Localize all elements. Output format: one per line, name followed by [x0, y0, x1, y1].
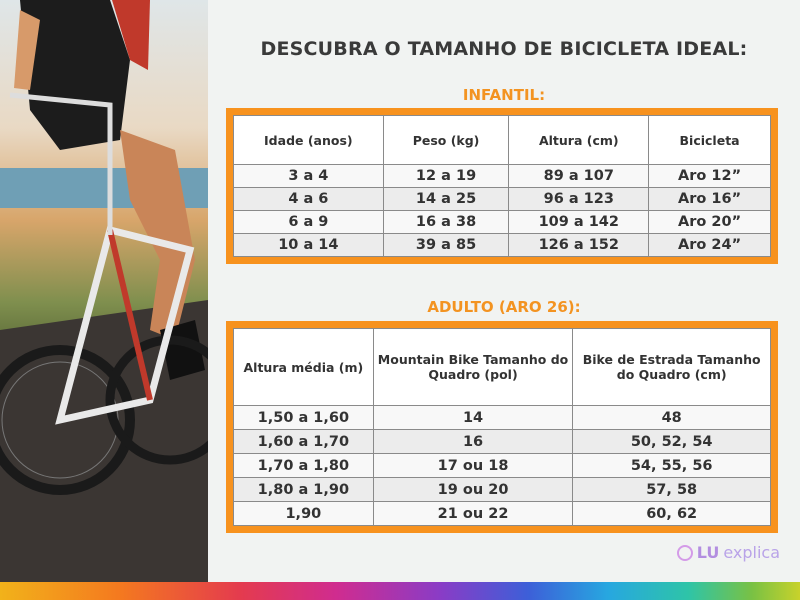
page-title: DESCUBRA O TAMANHO DE BICICLETA IDEAL: [260, 38, 748, 60]
table-cell: 21 ou 22 [372, 501, 574, 526]
chat-heart-icon [676, 544, 693, 561]
table-cell: 16 a 38 [382, 210, 510, 234]
table-cell: 1,90 [233, 501, 374, 526]
table-header-row: Altura média (m) Mountain Bike Tamanho d… [233, 328, 771, 406]
header-altura: Altura (cm) [508, 115, 650, 165]
table-row: 1,80 a 1,90 19 ou 20 57, 58 [233, 477, 771, 502]
table-cell: 60, 62 [572, 501, 771, 526]
header-bicicleta: Bicicleta [648, 115, 771, 165]
table-cell: 3 a 4 [233, 164, 384, 188]
table-cell: Aro 20” [648, 210, 771, 234]
table-cell: 1,60 a 1,70 [233, 429, 374, 454]
main-panel: DESCUBRA O TAMANHO DE BICICLETA IDEAL: I… [208, 0, 800, 582]
table-row: 10 a 14 39 a 85 126 a 152 Aro 24” [233, 233, 771, 257]
table-cell: 16 [372, 429, 574, 454]
table-cell: Aro 12” [648, 164, 771, 188]
rainbow-bar [0, 582, 800, 600]
lu-explica-logo: LU explica [676, 543, 780, 562]
table-cell: 89 a 107 [508, 164, 650, 188]
table-row: 3 a 4 12 a 19 89 a 107 Aro 12” [233, 164, 771, 188]
table-cell: 10 a 14 [233, 233, 384, 257]
infantil-table-frame: Idade (anos) Peso (kg) Altura (cm) Bicic… [226, 108, 778, 264]
logo-suffix: explica [723, 543, 780, 562]
table-cell: Aro 16” [648, 187, 771, 211]
header-bike-estrada: Bike de Estrada Tamanho do Quadro (cm) [572, 328, 771, 406]
table-cell: 126 a 152 [508, 233, 650, 257]
table-cell: Aro 24” [648, 233, 771, 257]
table-cell: 96 a 123 [508, 187, 650, 211]
table-cell: 50, 52, 54 [572, 429, 771, 454]
table-cell: 54, 55, 56 [572, 453, 771, 478]
header-mountain-bike: Mountain Bike Tamanho do Quadro (pol) [372, 328, 574, 406]
table-cell: 14 [372, 405, 574, 430]
table-cell: 39 a 85 [382, 233, 510, 257]
table-cell: 48 [572, 405, 771, 430]
table-cell: 57, 58 [572, 477, 771, 502]
table-cell: 12 a 19 [382, 164, 510, 188]
table-cell: 1,70 a 1,80 [233, 453, 374, 478]
cyclist-photo [0, 0, 208, 582]
adulto-table-frame: Altura média (m) Mountain Bike Tamanho d… [226, 321, 778, 533]
section-title-adulto: ADULTO (ARO 26): [427, 298, 581, 316]
table-row: 1,90 21 ou 22 60, 62 [233, 501, 771, 526]
table-row: 4 a 6 14 a 25 96 a 123 Aro 16” [233, 187, 771, 211]
header-peso: Peso (kg) [382, 115, 510, 165]
table-cell: 1,50 a 1,60 [233, 405, 374, 430]
table-header-row: Idade (anos) Peso (kg) Altura (cm) Bicic… [233, 115, 771, 165]
table-row: 6 a 9 16 a 38 109 a 142 Aro 20” [233, 210, 771, 234]
table-cell: 17 ou 18 [372, 453, 574, 478]
table-cell: 14 a 25 [382, 187, 510, 211]
adulto-table: Altura média (m) Mountain Bike Tamanho d… [233, 328, 771, 526]
infantil-table: Idade (anos) Peso (kg) Altura (cm) Bicic… [233, 115, 771, 257]
table-cell: 1,80 a 1,90 [233, 477, 374, 502]
header-altura-media: Altura média (m) [233, 328, 374, 406]
table-cell: 6 a 9 [233, 210, 384, 234]
table-row: 1,50 a 1,60 14 48 [233, 405, 771, 430]
table-cell: 19 ou 20 [372, 477, 574, 502]
logo-brand: LU [696, 543, 720, 562]
section-title-infantil: INFANTIL: [462, 86, 546, 104]
table-cell: 109 a 142 [508, 210, 650, 234]
table-row: 1,60 a 1,70 16 50, 52, 54 [233, 429, 771, 454]
header-idade: Idade (anos) [233, 115, 384, 165]
table-cell: 4 a 6 [233, 187, 384, 211]
table-row: 1,70 a 1,80 17 ou 18 54, 55, 56 [233, 453, 771, 478]
